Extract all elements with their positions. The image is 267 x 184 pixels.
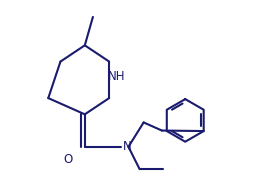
Text: O: O — [63, 153, 72, 167]
Text: N: N — [123, 140, 132, 153]
Text: NH: NH — [108, 70, 126, 83]
